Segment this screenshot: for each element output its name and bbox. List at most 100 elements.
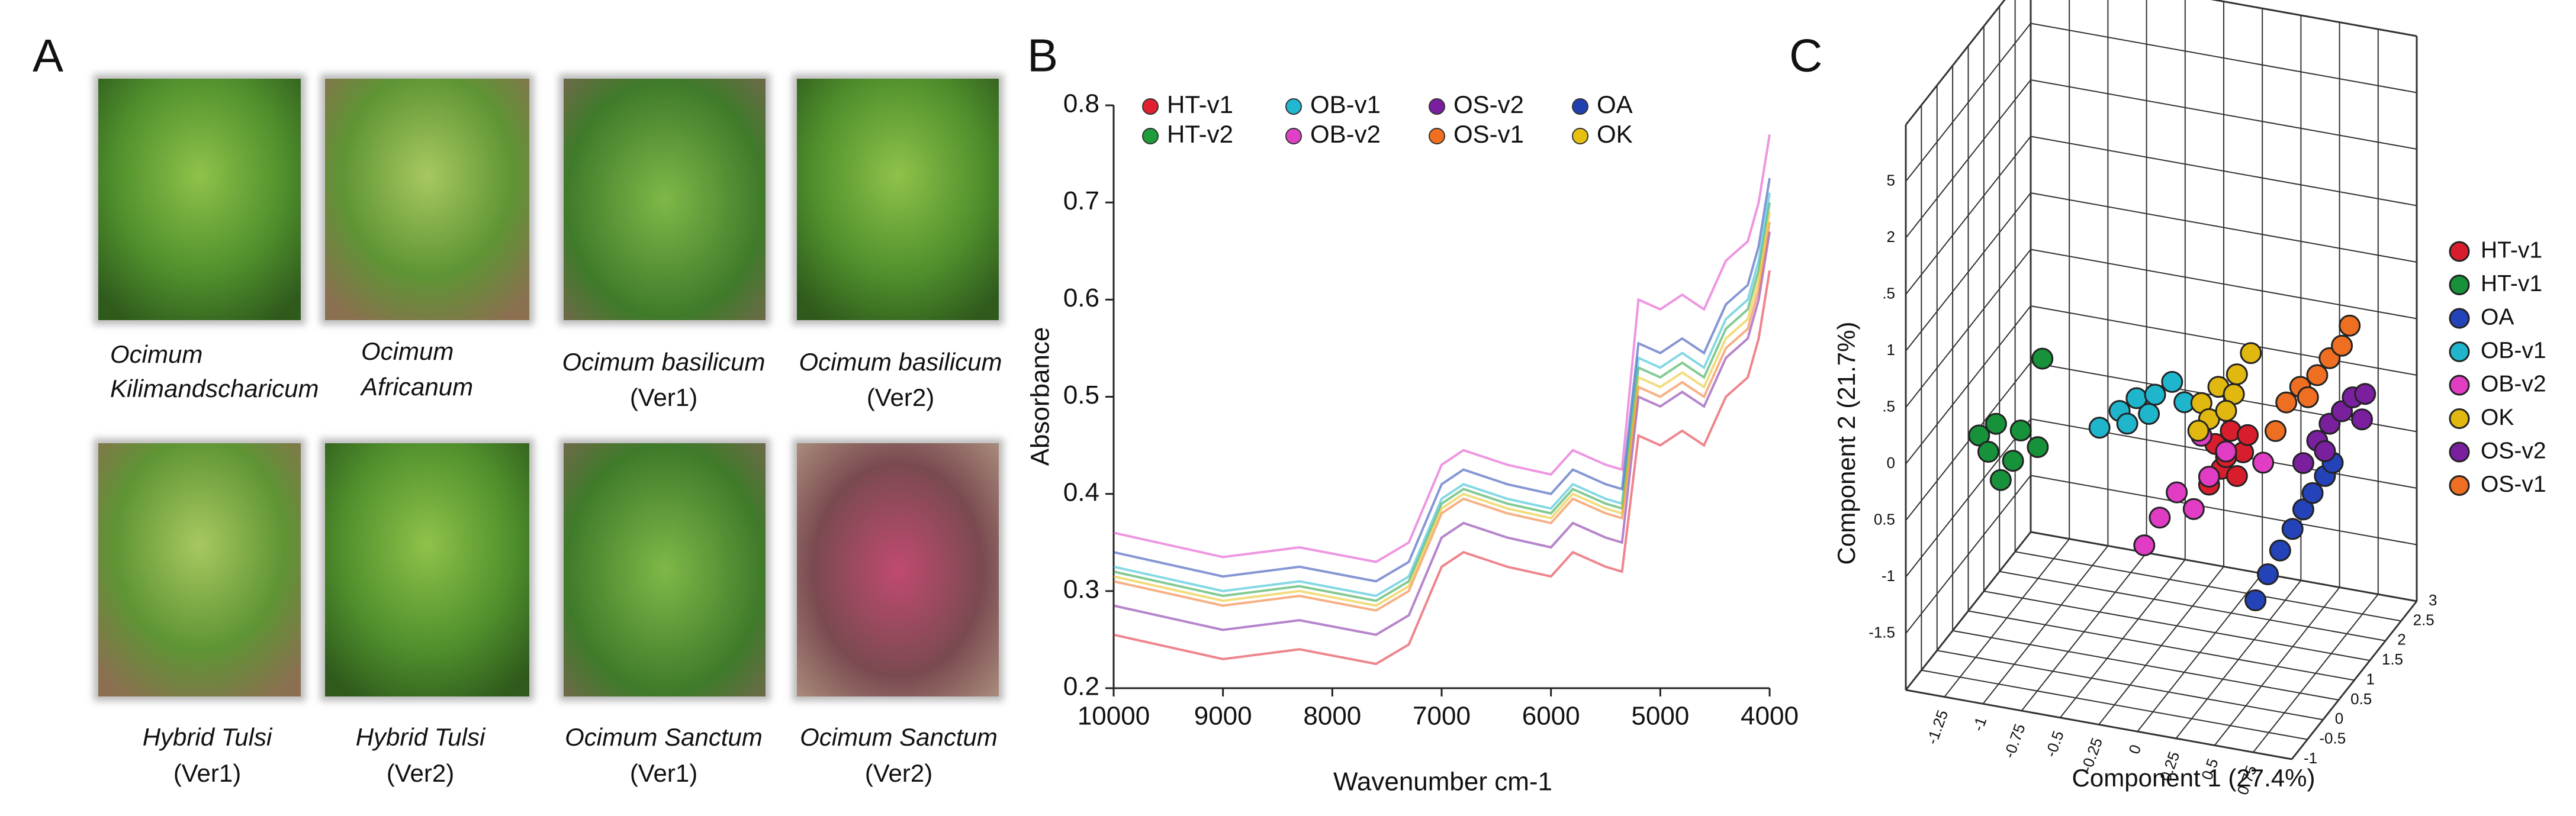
point <box>2215 399 2237 422</box>
grid-line <box>1921 669 2308 740</box>
point <box>2314 440 2336 462</box>
point <box>2297 386 2319 408</box>
grid-line <box>2030 531 2417 602</box>
z-tick-label: -1 <box>2304 749 2317 767</box>
caption: Ocimum Sanctum <box>565 723 763 751</box>
grid-line <box>1999 570 2386 641</box>
point <box>2339 314 2361 337</box>
caption: (Ver1) <box>630 383 697 411</box>
photo <box>325 79 529 320</box>
legend-marker <box>1285 128 1302 144</box>
point <box>2351 408 2373 431</box>
y-tick-label: 0.4 <box>1063 478 1099 507</box>
point <box>2301 482 2324 504</box>
x-tick-label: 8000 <box>1303 702 1361 731</box>
spectrum-line <box>1113 134 1771 563</box>
y-tick-label: 2 <box>1887 228 1895 246</box>
caption: (Ver2) <box>387 759 454 787</box>
legend-marker <box>1285 98 1302 115</box>
caption: Ocimum Sanctum <box>800 723 998 751</box>
photo <box>797 79 999 320</box>
z-tick-label: 2 <box>2397 631 2405 649</box>
point <box>2244 589 2267 611</box>
y-tick-label: 0.5 <box>1063 380 1099 409</box>
spectrum-line <box>1113 212 1771 607</box>
legend-marker <box>2449 441 2470 463</box>
caption: Ocimum basilicum <box>562 348 765 376</box>
grid-line <box>1937 650 2323 721</box>
z-tick-label: -0.5 <box>2319 730 2346 747</box>
legend-label: OA <box>1597 91 1633 118</box>
y-tick-label: -1.5 <box>1869 623 1895 641</box>
legend-marker <box>2449 241 2470 262</box>
point <box>2226 363 2248 386</box>
legend-marker <box>2449 275 2470 295</box>
point <box>2161 370 2183 393</box>
legend-marker <box>2449 475 2470 496</box>
point <box>2031 347 2054 370</box>
legend-marker <box>1142 128 1159 144</box>
grid-line <box>1968 610 2355 681</box>
x-tick-label: 7000 <box>1413 702 1471 731</box>
point <box>2027 436 2049 459</box>
y-tick-label: 0.8 <box>1063 89 1099 118</box>
point <box>2144 383 2166 406</box>
point <box>2149 507 2171 529</box>
legend-label: OS-v1 <box>1453 120 1524 148</box>
z-tick-label: 1 <box>2366 670 2375 688</box>
point <box>2002 450 2024 472</box>
spectrum-line <box>1113 192 1771 598</box>
x-axis-title: Wavenumber cm-1 <box>1333 767 1552 796</box>
point <box>2265 420 2286 442</box>
x-tick-label: -1 <box>1969 715 1990 734</box>
z-tick-label: 1.5 <box>2382 650 2403 668</box>
z-tick-label: 0 <box>2335 709 2343 727</box>
legend-label: HT-v1 <box>2481 271 2542 296</box>
legend-marker <box>1572 128 1588 144</box>
panel-label: A <box>33 30 63 82</box>
y-tick-label: 0.3 <box>1063 575 1099 604</box>
spectrum-line <box>1113 178 1771 583</box>
point <box>2292 452 2314 475</box>
point <box>1968 424 1990 447</box>
y-tick-label: -1 <box>1882 567 1895 585</box>
point <box>2269 539 2291 562</box>
legend-marker <box>2449 375 2470 396</box>
y-tick-label: 0 <box>1887 454 1895 472</box>
legend-label: HT-v1 <box>2481 237 2542 263</box>
photos <box>94 74 1004 701</box>
photo <box>98 443 301 696</box>
legend-label: OB-v1 <box>2481 338 2546 363</box>
legend-marker <box>1429 128 1445 144</box>
legend-label: OS-v1 <box>2481 472 2546 497</box>
photo <box>325 443 529 696</box>
point <box>2237 424 2259 446</box>
legend-label: OB-v2 <box>1310 120 1381 148</box>
legend-label: OK <box>2481 405 2514 430</box>
y-tick-label: .5 <box>1882 397 1895 415</box>
panel-label: B <box>1027 30 1058 82</box>
caption: Hybrid Tulsi <box>356 723 486 751</box>
photo <box>797 443 999 696</box>
x-tick-label: 6000 <box>1522 702 1580 731</box>
point <box>2138 403 2160 425</box>
y-tick-label: 5 <box>1887 171 1895 189</box>
legend-label: HT-v2 <box>1167 120 1233 148</box>
grid-line <box>1983 591 2371 662</box>
x-tick-label: -1.25 <box>1923 708 1951 747</box>
x-tick-label: 0 <box>2125 742 2144 756</box>
point <box>2088 417 2111 439</box>
legend-label: OS-v2 <box>1453 91 1524 118</box>
point <box>2182 498 2205 520</box>
y-tick-label: 1 <box>1887 341 1895 359</box>
point <box>2215 440 2237 463</box>
legend-label: OS-v2 <box>2481 438 2546 463</box>
legend-marker <box>1429 98 1445 115</box>
x-tick-label: 5000 <box>1631 702 1689 731</box>
y-tick-label: .5 <box>1882 284 1895 302</box>
caption: Ocimum <box>110 340 202 368</box>
point <box>2198 466 2220 488</box>
caption: (Ver1) <box>173 759 241 787</box>
